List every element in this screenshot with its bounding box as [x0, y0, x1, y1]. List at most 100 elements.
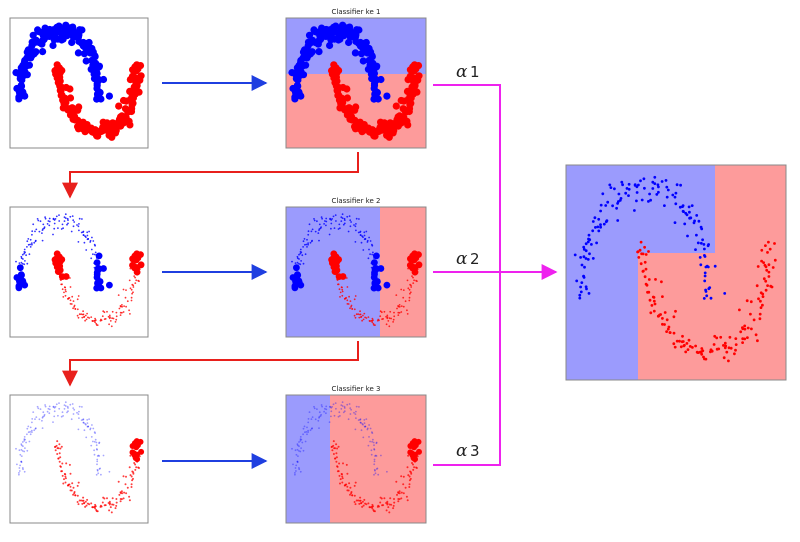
scatter-point [19, 464, 21, 467]
scatter-point [62, 227, 64, 230]
scatter-point [760, 259, 763, 263]
scatter-point [133, 275, 136, 277]
scatter-point [99, 75, 108, 84]
scatter-point [388, 317, 391, 320]
scatter-point [644, 253, 648, 256]
scatter-point [100, 473, 102, 476]
scatter-point [317, 232, 320, 235]
scatter-point [121, 105, 130, 113]
scatter-point [369, 506, 371, 509]
scatter-point [734, 348, 737, 352]
scatter-point [81, 502, 84, 505]
scatter-point [63, 220, 66, 223]
scatter-point [74, 308, 77, 310]
scatter-point [643, 186, 646, 190]
scatter-point [30, 242, 33, 245]
scatter-point [749, 312, 752, 316]
scatter-point [353, 308, 356, 311]
scatter-point [294, 473, 296, 476]
scatter-point [349, 307, 351, 310]
scatter-point [316, 220, 318, 223]
scatter-point [412, 282, 415, 284]
scatter-point [386, 119, 394, 127]
scatter-point [130, 475, 133, 478]
scatter-point [26, 240, 29, 243]
scatter-point [405, 495, 408, 498]
scatter-point [768, 247, 772, 251]
scatter-point [325, 408, 328, 411]
scatter-point [20, 257, 23, 260]
scatter-point [686, 234, 689, 238]
scatter-point [23, 450, 26, 453]
scatter-point [292, 75, 300, 83]
scatter-point [299, 440, 302, 442]
scatter-point [68, 38, 76, 47]
scatter-point [33, 241, 36, 244]
scatter-point [32, 411, 35, 413]
scatter-point [330, 219, 333, 221]
scatter-point [369, 253, 371, 256]
scatter-point [367, 502, 370, 505]
scatter-point [61, 223, 64, 226]
scatter-point [298, 445, 300, 448]
scatter-point [363, 231, 366, 234]
scatter-point [74, 49, 82, 57]
scatter-point [687, 205, 691, 209]
scatter-point [62, 296, 65, 298]
scatter-point [330, 222, 333, 225]
scatter-point [759, 299, 762, 303]
scatter-point [98, 441, 101, 444]
scatter-point [83, 502, 86, 504]
scatter-point [18, 472, 20, 474]
scatter-point [302, 449, 305, 452]
scatter-point [727, 346, 731, 350]
scatter-point [335, 273, 343, 280]
scatter-point [348, 215, 351, 218]
scatter-point [24, 260, 26, 262]
scatter-point [341, 481, 344, 484]
scatter-point [115, 318, 118, 321]
scatter-point [586, 240, 590, 244]
scatter-point [649, 198, 652, 202]
scatter-point [294, 467, 297, 469]
scatter-point [296, 257, 299, 260]
scatter-point [20, 448, 23, 451]
scatter-point [122, 288, 125, 291]
scatter-point [351, 308, 354, 310]
scatter-point [415, 72, 423, 80]
scatter-point [22, 445, 24, 448]
scatter-point [138, 448, 145, 455]
scatter-point [341, 288, 344, 291]
scatter-point [694, 344, 697, 348]
scatter-point [379, 315, 382, 318]
scatter-point [33, 429, 36, 432]
scatter-point [96, 448, 98, 451]
scatter-point [382, 504, 385, 507]
scatter-point [687, 338, 691, 342]
scatter-point [343, 94, 351, 102]
scatter-point [85, 236, 87, 239]
scatter-point [640, 198, 644, 202]
scatter-point [375, 442, 378, 445]
scatter-point [86, 238, 89, 241]
scatter-point [68, 483, 71, 486]
scatter-point [65, 462, 68, 465]
scatter-point [104, 318, 107, 320]
scatter-point [700, 227, 704, 231]
scatter-point [320, 413, 322, 416]
scatter-point [60, 279, 62, 281]
scatter-point [727, 359, 730, 363]
scatter-point [57, 414, 59, 417]
scatter-point [355, 223, 357, 225]
scatter-point [71, 482, 74, 485]
scatter-point [335, 460, 338, 463]
scatter-point [95, 510, 98, 513]
scatter-point [132, 472, 135, 475]
scatter-point [86, 498, 89, 501]
scatter-point [42, 223, 45, 226]
scatter-point [703, 279, 707, 283]
scatter-point [120, 490, 123, 493]
scatter-point [291, 447, 293, 450]
scatter-point [93, 253, 96, 256]
scatter-point [63, 291, 65, 294]
